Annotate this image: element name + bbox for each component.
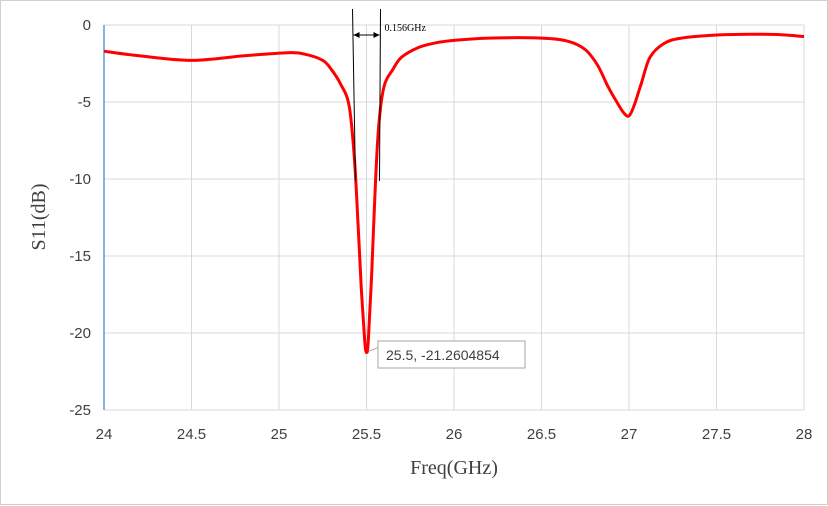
- x-tick-label: 26.5: [527, 426, 556, 443]
- callout-box: [377, 340, 526, 369]
- y-tick-labels: 0 -5 -10 -15 -20 -25: [69, 17, 91, 419]
- y-tick-label: -5: [78, 94, 91, 111]
- y-tick-label: -25: [69, 402, 91, 419]
- y-tick-label: -20: [69, 325, 91, 342]
- x-axis-title: Freq(GHz): [410, 457, 498, 479]
- callout-label: 25.5, -21.2604854: [386, 347, 500, 363]
- x-tick-label: 25.5: [352, 426, 381, 443]
- x-tick-label: 28: [796, 426, 813, 443]
- annotations: 0.156GHz 25.5, -21.2604854: [352, 8, 526, 369]
- grid-lines: [103, 24, 805, 411]
- y-tick-label: -15: [69, 248, 91, 265]
- callout-leader: [368, 346, 379, 352]
- bandwidth-arrowhead-left: [353, 32, 360, 38]
- y-axis-title: S11(dB): [28, 183, 50, 250]
- x-tick-label: 26: [446, 426, 463, 443]
- y-tick-label: 0: [83, 17, 91, 34]
- x-tick-labels: 24 24.5 25 25.5 26 26.5 27 27.5 28: [96, 426, 813, 443]
- x-tick-label: 25: [271, 426, 288, 443]
- bandwidth-marker-right: [379, 8, 381, 182]
- s11-curve: [103, 32, 805, 354]
- x-tick-label: 24.5: [177, 426, 206, 443]
- bandwidth-arrowhead-right: [373, 32, 380, 38]
- y-tick-label: -10: [69, 171, 91, 188]
- bandwidth-marker-left: [352, 8, 356, 182]
- x-tick-label: 27.5: [702, 426, 731, 443]
- bandwidth-label: 0.156GHz: [385, 23, 427, 34]
- series-layer: [103, 32, 805, 354]
- x-tick-label: 24: [96, 426, 113, 443]
- x-tick-label: 27: [621, 426, 638, 443]
